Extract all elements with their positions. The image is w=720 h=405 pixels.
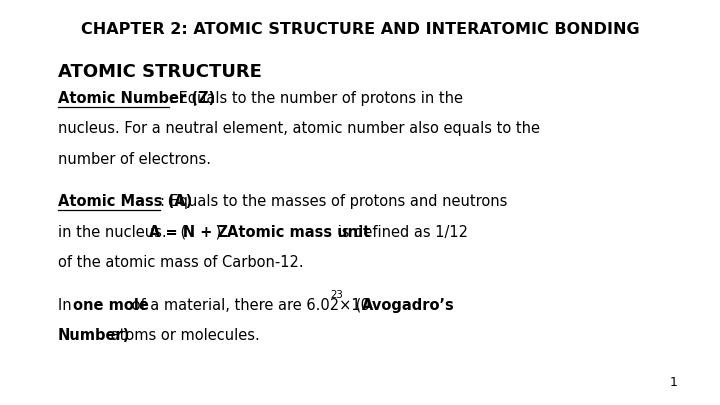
- Text: Atomic mass unit: Atomic mass unit: [227, 225, 370, 240]
- Text: of a material, there are 6.02×10: of a material, there are 6.02×10: [127, 298, 371, 313]
- Text: of the atomic mass of Carbon-12.: of the atomic mass of Carbon-12.: [58, 255, 303, 270]
- Text: ): ): [211, 225, 226, 240]
- Text: number of electrons.: number of electrons.: [58, 152, 210, 167]
- Text: Atomic Number (Z): Atomic Number (Z): [58, 91, 215, 106]
- Text: Atomic Mass (A): Atomic Mass (A): [58, 194, 192, 209]
- Text: is defined as 1/12: is defined as 1/12: [333, 225, 469, 240]
- Text: 1: 1: [670, 376, 678, 389]
- Text: ATOMIC STRUCTURE: ATOMIC STRUCTURE: [58, 63, 261, 81]
- Text: Avogadro’s: Avogadro’s: [362, 298, 455, 313]
- Text: : Equals to the number of protons in the: : Equals to the number of protons in the: [169, 91, 463, 106]
- Text: nucleus. For a neutral element, atomic number also equals to the: nucleus. For a neutral element, atomic n…: [58, 122, 539, 136]
- Text: atoms or molecules.: atoms or molecules.: [106, 328, 260, 343]
- Text: : Equals to the masses of protons and neutrons: : Equals to the masses of protons and ne…: [160, 194, 507, 209]
- Text: (: (: [351, 298, 361, 313]
- Text: in the nucleus.   (: in the nucleus. (: [58, 225, 186, 240]
- Text: CHAPTER 2: ATOMIC STRUCTURE AND INTERATOMIC BONDING: CHAPTER 2: ATOMIC STRUCTURE AND INTERATO…: [81, 22, 639, 37]
- Text: one mole: one mole: [73, 298, 148, 313]
- Text: Number): Number): [58, 328, 130, 343]
- Text: 23: 23: [330, 290, 343, 301]
- Text: A = N + Z: A = N + Z: [149, 225, 228, 240]
- Text: In: In: [58, 298, 76, 313]
